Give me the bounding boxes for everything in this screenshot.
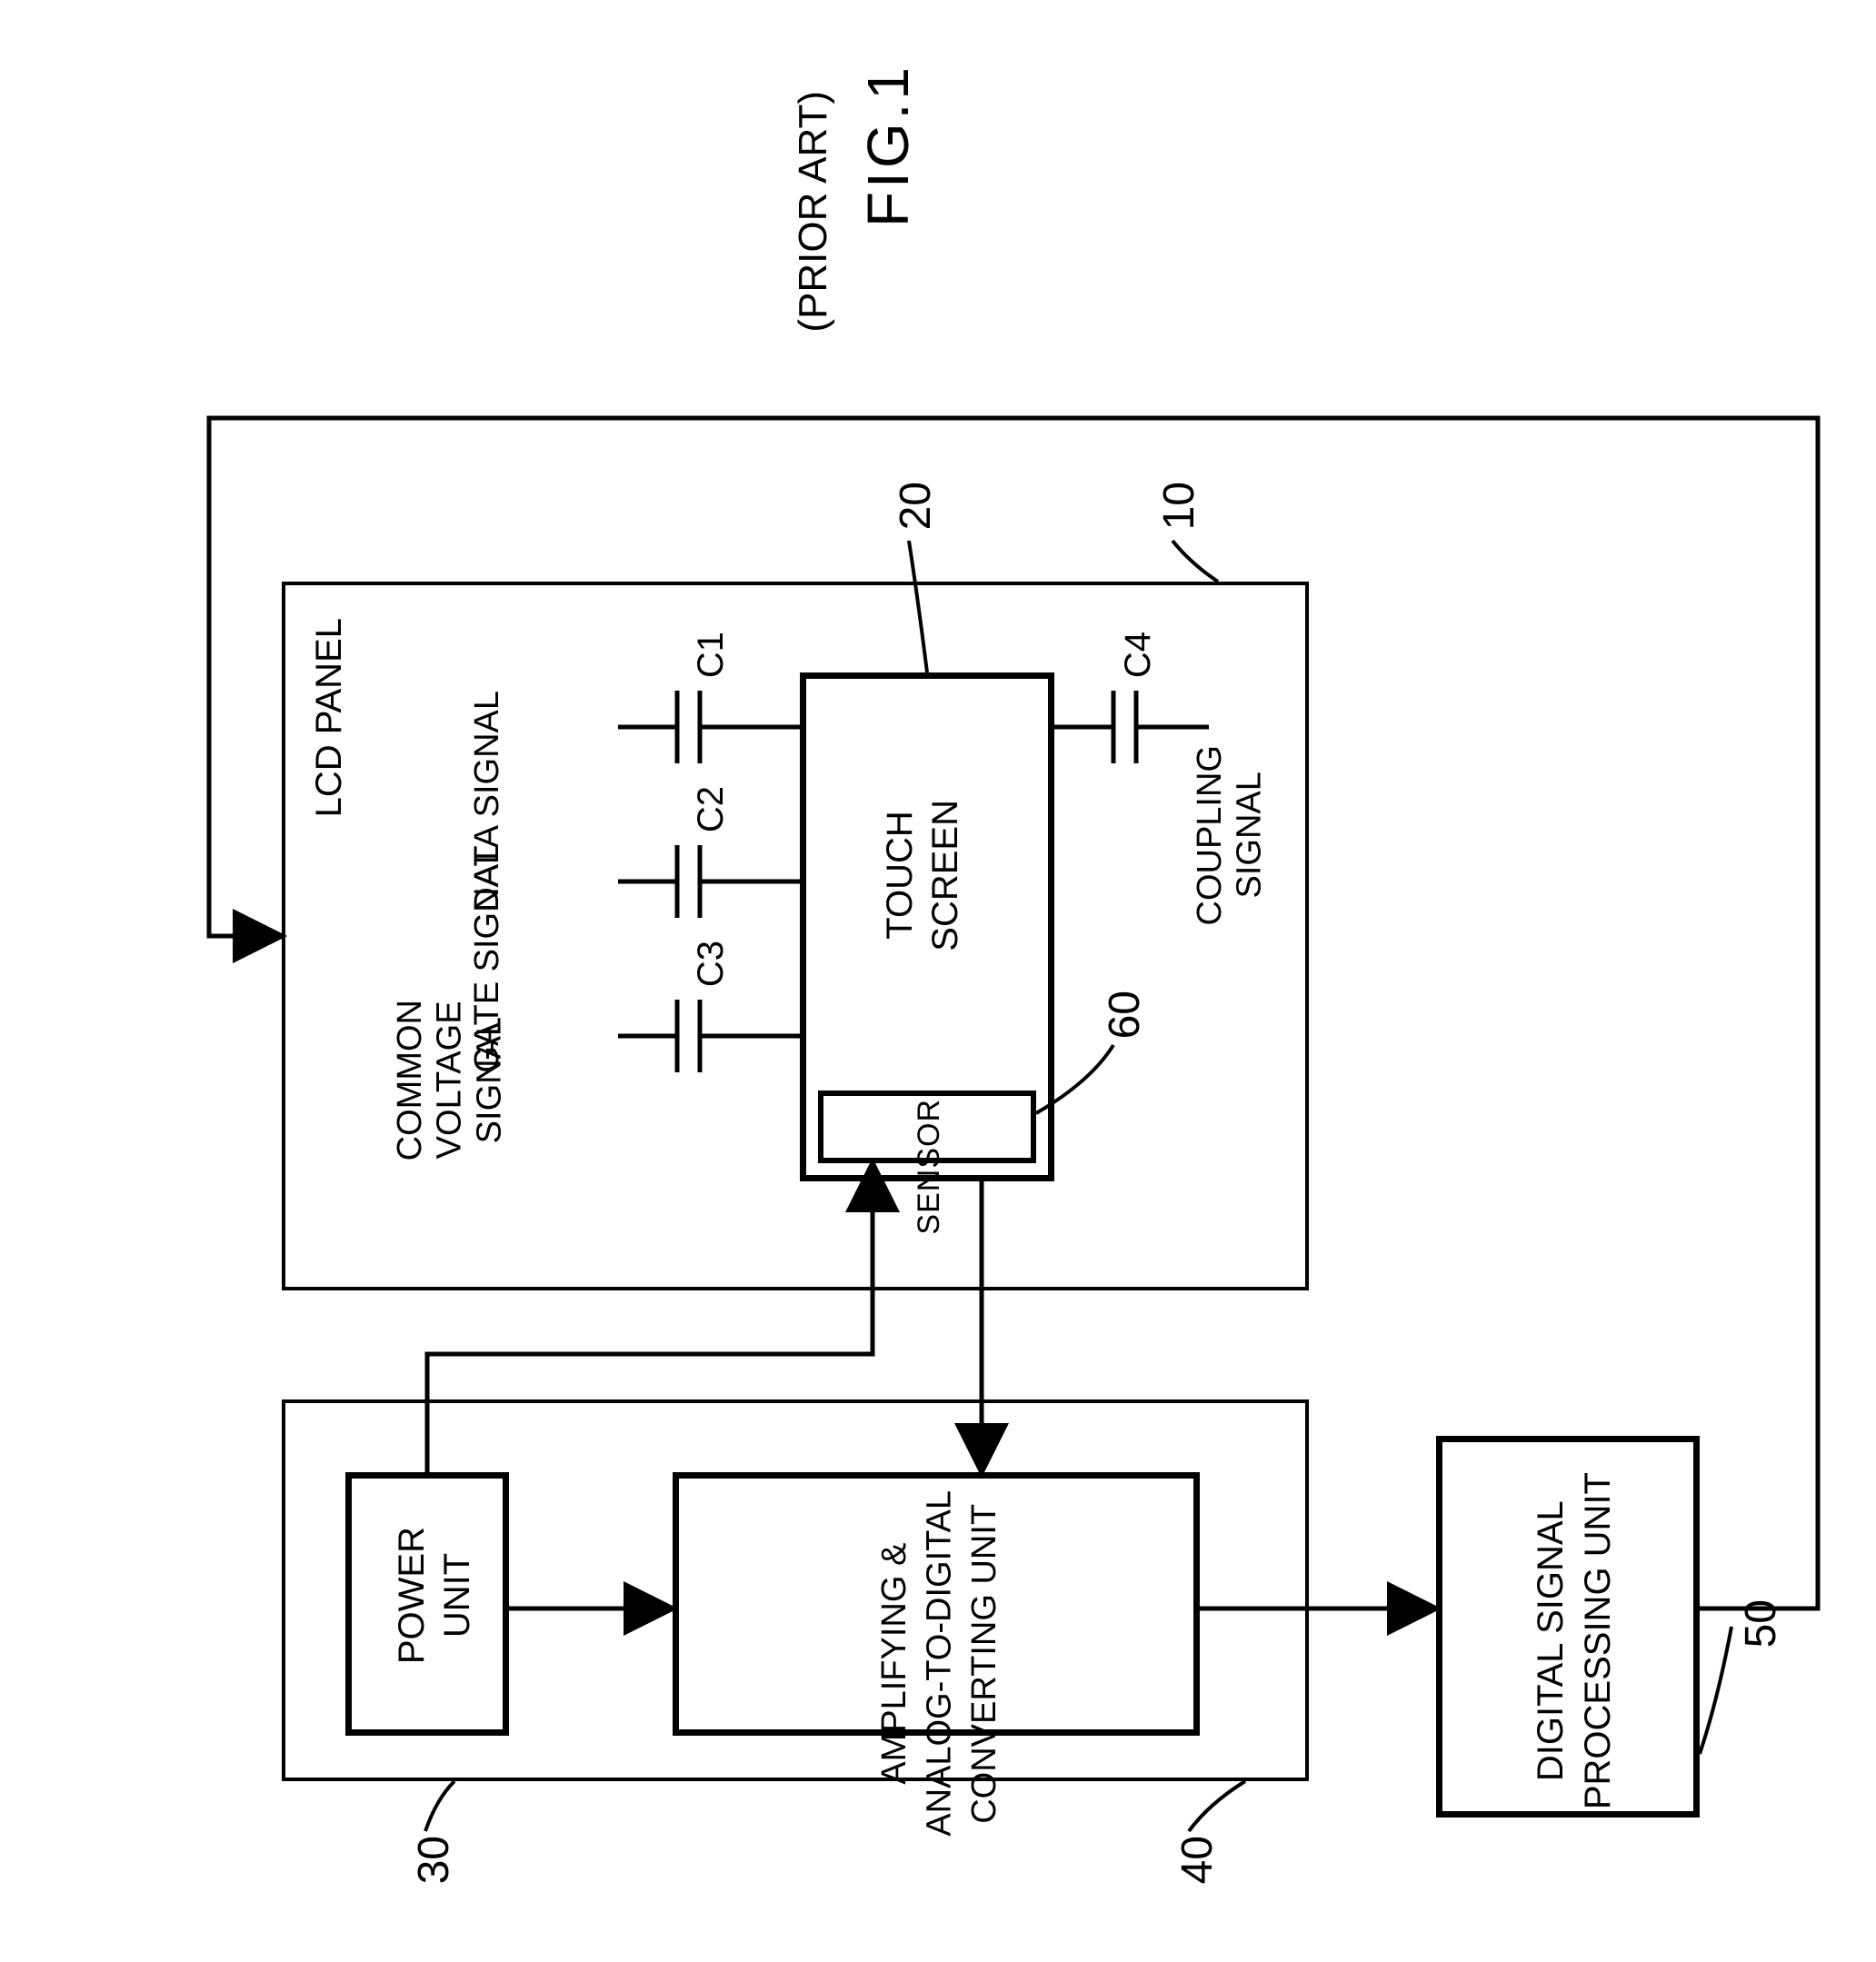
ref-40: 40 [1172,1836,1222,1884]
ref-10: 10 [1154,482,1204,530]
ref-50: 50 [1736,1599,1786,1648]
touch-screen-label: TOUCH SCREEN [877,800,968,951]
lcd-panel-label: LCD PANEL [309,618,350,817]
ref-20: 20 [891,482,941,530]
diagram-canvas: FIG.1 (PRIOR ART) LCD PANEL TOUCH SCREEN… [0,0,1876,1962]
amp-adc-label: AMPLIFYING & ANALOG-TO-DIGITAL CONVERTIN… [873,1490,1007,1837]
figure-subtitle: (PRIOR ART) [791,91,836,333]
cap-c2-label: C2 [691,786,732,832]
cap-c3-label: C3 [691,941,732,987]
cap-c1-label: C1 [691,632,732,678]
cap-c4-label: C4 [1118,632,1159,678]
ref-30: 30 [409,1836,459,1884]
coupling-signal-label: COUPLING SIGNAL [1191,745,1270,925]
figure-title: FIG.1 [854,64,922,227]
sensor-label: SENSOR [912,1099,947,1235]
common-voltage-label: COMMON VOLTAGE SIGNAL [391,1000,510,1160]
power-unit-label: POWER UNIT [389,1527,480,1664]
dsp-label: DIGITAL SIGNAL PROCESSING UNIT [1527,1472,1622,1809]
lcd-panel-box [282,582,1309,1290]
ref-60: 60 [1100,991,1150,1039]
